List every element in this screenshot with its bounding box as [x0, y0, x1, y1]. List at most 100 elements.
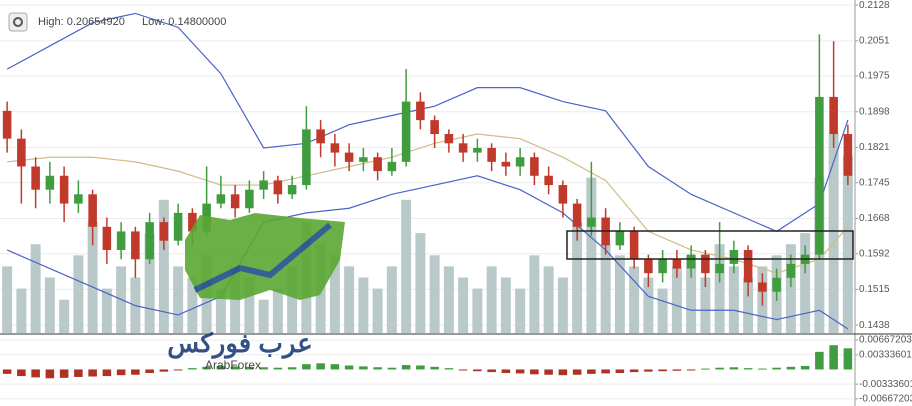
macd-bar: [729, 367, 739, 370]
macd-bar: [216, 365, 226, 370]
macd-bar: [772, 367, 781, 370]
candle-body: [145, 222, 154, 260]
axis: 0.2128 0.2051 0.1975 0.1898 0.1821 0.1745 0.16…: [855, 0, 912, 404]
candle-body: [430, 120, 439, 135]
candle-body: [829, 96, 838, 135]
volume-bar: [287, 266, 298, 333]
candle-body: [159, 222, 169, 241]
volume-bar: [657, 288, 668, 333]
volume-bar: [458, 277, 469, 333]
candle-body: [686, 254, 696, 269]
candle-body: [572, 203, 582, 227]
candle-body: [2, 110, 12, 139]
y-tick-label: 0.00667203: [859, 335, 912, 346]
candle-body: [615, 231, 625, 246]
candle-body: [672, 259, 682, 269]
y-tick-label: 0.1515: [859, 284, 890, 295]
candles: [2, 34, 853, 306]
y-tick-label: 0.1668: [859, 213, 890, 224]
volume-bar: [386, 266, 397, 333]
volume-bar: [372, 288, 383, 333]
y-tick-label: 0.2128: [859, 0, 890, 11]
macd-bar: [316, 363, 325, 370]
candle-body: [544, 175, 553, 186]
macd-bar: [245, 366, 254, 370]
macd-bar: [672, 369, 682, 371]
candle-body: [530, 157, 539, 176]
macd-bar: [487, 369, 496, 373]
volume-bar: [614, 255, 625, 333]
candle-body: [473, 147, 482, 153]
logo-map: [185, 213, 345, 300]
macd-bar: [644, 369, 653, 372]
candle-body: [772, 277, 781, 292]
macd-bar: [615, 369, 625, 373]
volume-bar: [686, 255, 697, 333]
y-tick-label: 0.00333601: [859, 349, 912, 360]
macd-bar: [188, 368, 197, 370]
candle-body: [487, 147, 496, 162]
macd-bar: [2, 369, 12, 374]
candle-body: [287, 185, 297, 195]
volume-bar: [244, 277, 255, 333]
macd-bar: [74, 369, 83, 377]
settings-button[interactable]: [8, 12, 28, 32]
settings-icon[interactable]: [13, 17, 23, 27]
volume-bar: [714, 244, 725, 333]
macd-bar: [373, 367, 382, 370]
macd-bar: [815, 351, 824, 370]
candle-body: [45, 175, 55, 190]
volume-bar: [358, 277, 369, 333]
macd-bar: [145, 369, 154, 373]
candle-body: [102, 226, 112, 250]
y-tick-label: -0.00333601: [859, 379, 912, 390]
volume-bar: [800, 233, 811, 333]
volume-bar: [515, 288, 526, 333]
macd-bar: [302, 364, 311, 370]
macd-bar: [259, 367, 268, 370]
macd-bar: [558, 369, 568, 376]
macd-bar: [544, 369, 553, 375]
candle-body: [843, 134, 853, 176]
candle-body: [387, 161, 397, 172]
volume-bar: [486, 266, 497, 333]
macd-bar: [430, 366, 439, 370]
candle-body: [316, 129, 325, 144]
candle-body: [259, 180, 268, 190]
volume-bar: [158, 199, 169, 333]
macd-bar: [387, 367, 397, 370]
volume-bar: [415, 233, 426, 333]
macd-bar: [45, 369, 55, 379]
y-tick-label: 0.2051: [859, 35, 890, 46]
macd-bar: [758, 368, 767, 370]
candle-body: [658, 259, 667, 274]
volume-bar: [743, 277, 754, 333]
candle-body: [501, 161, 511, 167]
macd: [2, 345, 853, 379]
y-tick-label: 0.1821: [859, 142, 890, 153]
candle-body: [188, 212, 197, 232]
volume-bar: [700, 277, 711, 333]
y-tick-label: 0.1745: [859, 177, 890, 188]
volume-bar: [600, 244, 611, 333]
candle-body: [743, 249, 753, 283]
candle-body: [715, 263, 724, 274]
volume-bar: [144, 233, 155, 333]
candle-body: [230, 194, 240, 209]
macd-bar: [501, 369, 511, 373]
macd-bar: [786, 366, 796, 370]
candle-body: [131, 231, 140, 260]
logo-arabic: عرب فوركس: [167, 328, 313, 359]
y-tick-label: 0.1438: [859, 320, 890, 331]
candle-body: [729, 249, 739, 264]
volume-bar: [443, 266, 454, 333]
macd-bar: [587, 369, 596, 374]
high-info: High: 0.20654920: [38, 16, 125, 28]
volume-bar: [73, 255, 84, 333]
volume-bar: [344, 266, 355, 333]
candle-body: [629, 231, 639, 260]
logo-latin: ArabForex: [205, 358, 261, 372]
volume-bar: [272, 288, 283, 333]
volume-bar: [329, 255, 340, 333]
